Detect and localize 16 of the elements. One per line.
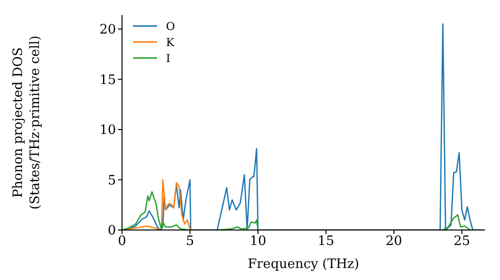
y-tick-label: 10 (99, 123, 116, 138)
x-tick-label: 15 (318, 234, 334, 250)
y-tick-label: 5 (108, 173, 116, 188)
y-axis-title: Phonon projected DOS (States/THz·primitive cell) (11, 35, 43, 210)
legend-label: K (166, 36, 174, 48)
x-tick-label: 25 (454, 234, 470, 250)
x-tick-label: 20 (386, 234, 402, 250)
x-tick-label: 0 (118, 234, 126, 250)
x-tick-label: 10 (250, 234, 266, 250)
y-tick-label: 20 (99, 22, 116, 38)
y-tick-label: 0 (108, 224, 116, 239)
legend-label: O (166, 20, 176, 32)
y-tick-label: 15 (99, 72, 116, 88)
legend-label: I (166, 52, 170, 64)
x-tick-label: 5 (186, 234, 194, 250)
x-axis-title: Frequency (THz) (248, 257, 360, 272)
